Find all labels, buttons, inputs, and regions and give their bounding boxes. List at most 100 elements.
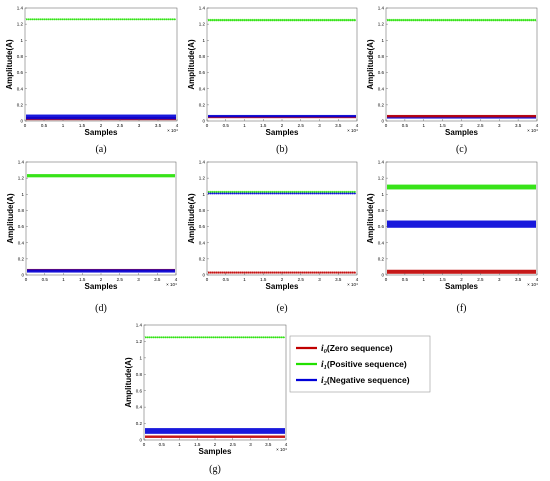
- x-tick-label: 1.5: [79, 277, 86, 282]
- y-tick-label: 1.4: [199, 6, 206, 11]
- series-i0-zero-sequence: [387, 114, 536, 118]
- x-tick-label: 0: [385, 123, 388, 128]
- x-tick-label: 1.5: [260, 123, 267, 128]
- series-i1-positive-sequence: [144, 336, 285, 339]
- series-i1-positive-sequence: [207, 190, 356, 194]
- y-tick-label: 0.2: [18, 256, 25, 261]
- svg-text:i0(Zero sequence): i0(Zero sequence): [321, 343, 393, 355]
- chart-panel-3: 0 0.2 0.4 0.6 0.8 1 1.2 1.4 0 0.5 1 1.5 2 2.5 3 3.5 4× 1…: [366, 6, 539, 155]
- x-tick-label: 3.5: [515, 123, 522, 128]
- series-i1-positive-sequence-trace: [386, 18, 537, 22]
- y-axis-label: Amplitude(A): [366, 193, 375, 244]
- y-tick-label: 0: [381, 119, 384, 124]
- plot-area: [144, 325, 286, 440]
- x-axis-label: Samples: [445, 128, 478, 137]
- series-i1-positive-sequence-band: [208, 191, 356, 193]
- series-i1-positive-sequence-band: [387, 184, 536, 190]
- x-tick-label: 3.5: [515, 277, 522, 282]
- y-tick-label: 0.4: [378, 86, 385, 91]
- chart-panel-4: 0 0.2 0.4 0.6 0.8 1 1.2 1.4 0 0.5 1 1.5 2 2.5 3 3.5 4× 1…: [6, 160, 178, 314]
- x-tick-label: 2: [460, 123, 463, 128]
- series-i2-negative-sequence-band: [27, 269, 175, 273]
- x-tick-label: 1.5: [260, 277, 267, 282]
- y-tick-label: 1: [381, 192, 384, 197]
- x-tick-label: 3: [498, 123, 501, 128]
- y-tick-label: 0.6: [199, 224, 206, 229]
- x-axis-label: Samples: [266, 128, 299, 137]
- x-tick-label: 3: [318, 123, 321, 128]
- y-tick-label: 0.8: [199, 54, 206, 59]
- x-tick-label: 2.5: [117, 123, 124, 128]
- series-i1-positive-sequence-band: [26, 18, 176, 20]
- x-tick-label: 0: [24, 123, 27, 128]
- y-tick-label: 0.6: [136, 388, 143, 393]
- x-exponent: × 10⁴: [527, 282, 538, 287]
- x-tick-label: 1: [62, 123, 65, 128]
- y-tick-label: 0.4: [378, 240, 385, 245]
- series-i2-negative-sequence-trace: [207, 192, 356, 195]
- x-exponent: × 10⁴: [347, 128, 358, 133]
- x-exponent: × 10⁴: [347, 282, 358, 287]
- x-tick-label: 1.5: [439, 123, 446, 128]
- y-tick-label: 0.4: [136, 405, 143, 410]
- x-tick-label: 0: [206, 123, 209, 128]
- y-tick-label: 0.2: [199, 102, 206, 107]
- series-i0-zero-sequence: [207, 271, 356, 274]
- y-tick-label: 1.4: [199, 160, 206, 165]
- x-tick-label: 0: [143, 442, 146, 447]
- x-axis-label: Samples: [266, 282, 299, 291]
- series-i0-zero-sequence-trace: [207, 271, 356, 274]
- x-tick-label: 0.5: [41, 123, 48, 128]
- panel-caption: (f): [457, 303, 467, 314]
- y-tick-label: 0: [139, 438, 142, 443]
- x-tick-label: 0.5: [223, 277, 230, 282]
- x-axis-label: Samples: [199, 447, 232, 456]
- series-i1-positive-sequence-trace: [207, 190, 356, 194]
- y-tick-label: 0.4: [18, 240, 25, 245]
- x-tick-label: 3.5: [154, 277, 161, 282]
- panel-caption: (e): [276, 303, 287, 314]
- series-i0-zero-sequence-band: [208, 271, 356, 274]
- y-tick-label: 0.6: [17, 70, 24, 75]
- y-tick-label: 1: [21, 192, 24, 197]
- chart-panel-6: 0 0.2 0.4 0.6 0.8 1 1.2 1.4 0 0.5 1 1.5 2 2.5 3 3.5 4× 1…: [366, 160, 539, 314]
- legend-entry-zero: i0(Zero sequence): [296, 343, 393, 355]
- y-tick-label: 0.8: [378, 54, 385, 59]
- series-i1-positive-sequence-trace: [25, 18, 176, 21]
- y-tick-label: 0: [20, 119, 23, 124]
- x-tick-label: 3.5: [265, 442, 272, 447]
- series-i2-negative-sequence: [145, 428, 285, 434]
- legend-entry-positive: i1(Positive sequence): [296, 359, 407, 371]
- legend-label-zero: (Zero sequence): [327, 343, 393, 353]
- y-tick-label: 0.8: [18, 208, 25, 213]
- y-tick-label: 0: [202, 119, 205, 124]
- x-tick-label: 0.5: [402, 123, 409, 128]
- series-i2-negative-sequence-band: [208, 192, 356, 195]
- x-tick-label: 2: [460, 277, 463, 282]
- panel-caption: (d): [95, 303, 107, 314]
- series-i1-positive-sequence-band: [145, 336, 285, 338]
- panel-caption: (g): [209, 464, 221, 475]
- chart-panel-1: 0 0.2 0.4 0.6 0.8 1 1.2 1.4 0 0.5 1 1.5 2 2.5 3 3.5 4× 1…: [5, 6, 179, 155]
- x-tick-label: 4: [536, 277, 539, 282]
- x-tick-label: 4: [536, 123, 539, 128]
- legend-subscript-negative: 2: [323, 380, 328, 387]
- x-tick-label: 3: [138, 123, 141, 128]
- x-exponent: × 10⁴: [527, 128, 538, 133]
- y-tick-label: 0.6: [18, 224, 25, 229]
- x-tick-label: 3.5: [335, 123, 342, 128]
- x-tick-label: 0: [206, 277, 209, 282]
- y-tick-label: 1: [20, 38, 23, 43]
- x-exponent: × 10⁴: [276, 447, 287, 452]
- x-tick-label: 2.5: [230, 442, 237, 447]
- legend-entry-negative: i2(Negative sequence): [296, 375, 410, 387]
- y-tick-label: 1.2: [17, 22, 24, 27]
- legend-symbol-zero: i: [321, 344, 324, 354]
- y-tick-label: 0.2: [17, 102, 24, 107]
- y-tick-label: 0.8: [17, 54, 24, 59]
- series-i1-positive-sequence: [387, 184, 536, 190]
- x-tick-label: 2: [214, 442, 217, 447]
- series-i0-zero-sequence-band: [387, 269, 536, 274]
- x-tick-label: 1: [243, 123, 246, 128]
